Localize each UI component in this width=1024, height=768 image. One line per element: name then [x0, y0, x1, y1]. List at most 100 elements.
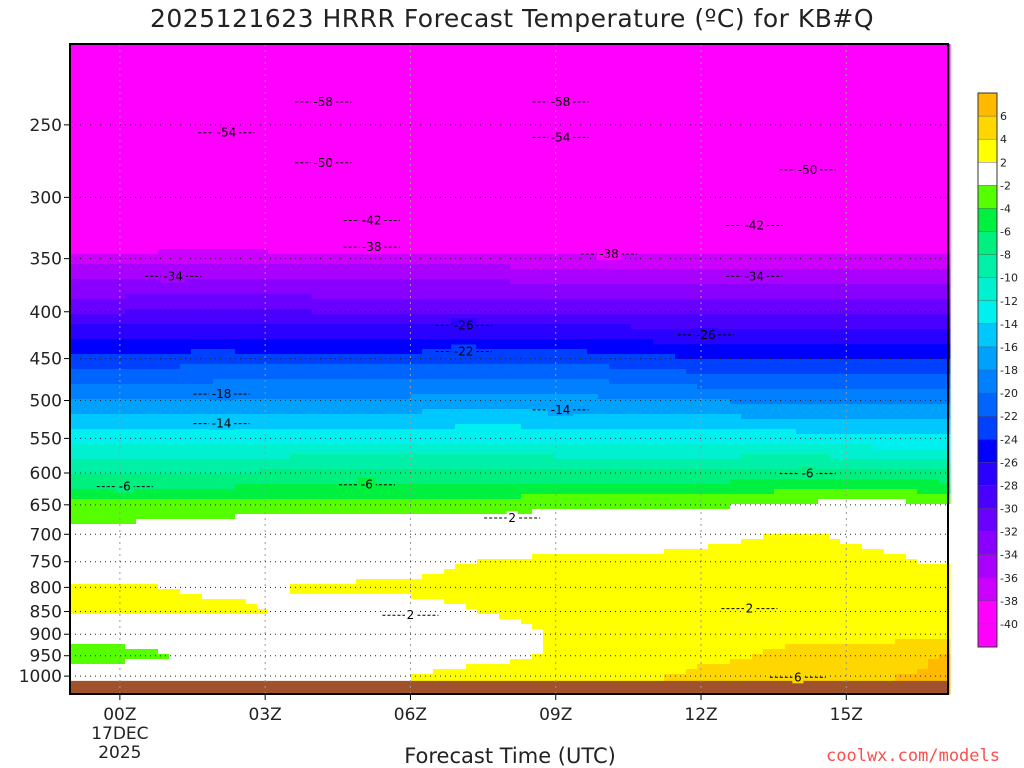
temperature-cell — [246, 114, 258, 120]
temperature-cell — [279, 149, 291, 155]
temperature-cell — [675, 274, 687, 280]
temperature-cell — [114, 189, 126, 195]
temperature-cell — [642, 254, 654, 260]
temperature-cell — [246, 309, 258, 315]
temperature-cell — [939, 84, 951, 90]
temperature-cell — [554, 249, 566, 255]
temperature-cell — [169, 169, 181, 175]
temperature-cell — [554, 154, 566, 160]
temperature-cell — [576, 259, 588, 265]
temperature-cell — [818, 69, 830, 75]
temperature-cell — [906, 104, 918, 110]
temperature-cell — [708, 269, 720, 275]
temperature-cell — [840, 189, 852, 195]
temperature-cell — [136, 49, 148, 55]
temperature-cell — [136, 154, 148, 160]
temperature-cell — [686, 134, 698, 140]
temperature-cell — [587, 189, 599, 195]
temperature-cell — [829, 214, 841, 220]
temperature-cell — [180, 219, 192, 225]
temperature-cell — [697, 314, 709, 320]
temperature-cell — [939, 149, 951, 155]
temperature-cell — [642, 144, 654, 150]
temperature-cell — [246, 69, 258, 75]
temperature-cell — [367, 64, 379, 70]
temperature-cell — [323, 169, 335, 175]
temperature-cell — [103, 84, 115, 90]
temperature-cell — [103, 49, 115, 55]
temperature-cell — [862, 179, 874, 185]
temperature-cell — [906, 299, 918, 305]
temperature-cell — [466, 124, 478, 130]
temperature-cell — [884, 44, 896, 50]
temperature-cell — [565, 59, 577, 65]
temperature-cell — [697, 199, 709, 205]
temperature-cell — [268, 229, 280, 235]
temperature-cell — [191, 304, 203, 310]
temperature-cell — [598, 324, 610, 330]
temperature-cell — [829, 69, 841, 75]
temperature-cell — [763, 164, 775, 170]
temperature-cell — [180, 349, 192, 355]
temperature-cell — [488, 349, 500, 355]
temperature-cell — [312, 174, 324, 180]
temperature-cell — [653, 129, 665, 135]
temperature-cell — [389, 119, 401, 125]
temperature-cell — [576, 84, 588, 90]
temperature-cell — [136, 199, 148, 205]
temperature-cell — [235, 234, 247, 240]
temperature-cell — [81, 304, 93, 310]
temperature-cell — [873, 204, 885, 210]
temperature-cell — [499, 309, 511, 315]
temperature-cell — [664, 94, 676, 100]
temperature-cell — [400, 189, 412, 195]
temperature-cell — [917, 324, 929, 330]
temperature-cell — [125, 274, 137, 280]
temperature-cell — [169, 84, 181, 90]
temperature-cell — [257, 184, 269, 190]
temperature-cell — [202, 174, 214, 180]
temperature-cell — [752, 324, 764, 330]
temperature-cell — [752, 44, 764, 50]
temperature-cell — [521, 289, 533, 295]
temperature-cell — [862, 329, 874, 335]
temperature-cell — [92, 294, 104, 300]
temperature-cell — [741, 204, 753, 210]
temperature-cell — [81, 314, 93, 320]
temperature-cell — [565, 79, 577, 85]
temperature-cell — [686, 104, 698, 110]
temperature-cell — [345, 134, 357, 140]
temperature-cell — [180, 264, 192, 270]
temperature-cell — [763, 69, 775, 75]
temperature-cell — [268, 249, 280, 255]
temperature-cell — [147, 179, 159, 185]
temperature-cell — [664, 144, 676, 150]
temperature-cell — [400, 264, 412, 270]
temperature-cell — [92, 139, 104, 145]
temperature-cell — [796, 294, 808, 300]
temperature-cell — [774, 309, 786, 315]
temperature-cell — [565, 154, 577, 160]
temperature-cell — [796, 84, 808, 90]
temperature-cell — [224, 264, 236, 270]
temperature-cell — [708, 109, 720, 115]
temperature-cell — [279, 329, 291, 335]
temperature-cell — [301, 129, 313, 135]
temperature-cell — [653, 244, 665, 250]
temperature-cell — [422, 64, 434, 70]
temperature-cell — [774, 84, 786, 90]
temperature-cell — [202, 264, 214, 270]
temperature-cell — [125, 164, 137, 170]
temperature-cell — [466, 99, 478, 105]
temperature-cell — [576, 244, 588, 250]
temperature-cell — [312, 264, 324, 270]
temperature-cell — [81, 79, 93, 85]
temperature-cell — [301, 269, 313, 275]
temperature-cell — [532, 254, 544, 260]
temperature-cell — [895, 329, 907, 335]
temperature-cell — [664, 109, 676, 115]
temperature-cell — [477, 54, 489, 60]
temperature-cell — [620, 154, 632, 160]
temperature-cell — [796, 44, 808, 50]
temperature-cell — [532, 109, 544, 115]
